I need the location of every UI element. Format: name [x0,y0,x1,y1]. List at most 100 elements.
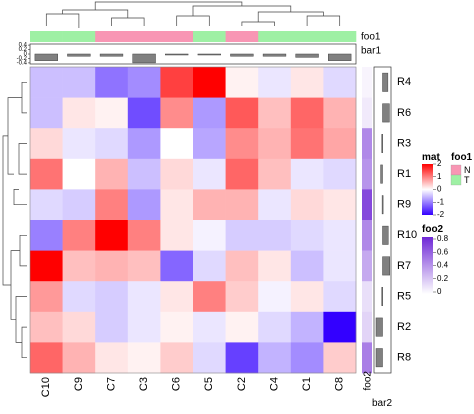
heatmap-cell [258,67,292,98]
column-dendrogram-link [241,21,275,26]
heatmap-cell [127,342,161,374]
heatmap-cell [258,220,292,251]
row-dendrogram-link [2,135,11,286]
column-dendrogram-link [176,15,210,26]
bar2-bar [382,225,389,245]
column-label: C8 [334,377,346,391]
foo2-cell [362,97,372,129]
mat-legend-tick-label: 0 [437,185,442,194]
heatmap-cell [62,158,96,190]
foo1-cell [62,31,96,42]
bar1-bar [262,53,287,57]
heatmap-cell [225,311,259,343]
heatmap-cell [62,250,96,282]
row-label: R4 [397,76,411,88]
bar1-tick-label: 0.2 [19,47,28,53]
column-label: C1 [301,377,313,391]
column-dendrogram-link [192,5,292,16]
heatmap-cell [225,342,259,374]
row-label: R6 [397,107,411,119]
heatmap-cell [160,250,194,282]
bar1-tick-label: 0 [24,52,28,58]
heatmap-cell [323,97,357,129]
heatmap-cell [95,250,129,282]
heatmap-cell [290,158,324,190]
foo2-legend-tick-label: 0.2 [437,274,449,283]
heatmap-cell [62,67,96,98]
heatmap-cell [258,311,292,343]
heatmap-cell [290,97,324,129]
heatmap-cell [62,128,96,160]
heatmap-cell [258,97,292,129]
heatmap-cell [193,281,226,313]
heatmap-cell [30,250,63,282]
heatmap-cell [160,220,194,251]
row-dendrogram [2,81,27,359]
bar2-bar [381,134,383,153]
heatmap-cell [193,97,226,129]
bar2-bar [380,164,383,184]
heatmap-cell [323,189,357,221]
heatmap-cell [30,97,63,129]
heatmap-cell [127,158,161,190]
bar2-axis-label: bar2 [372,398,392,409]
row-label: R8 [397,352,411,364]
heatmap-cell [225,67,259,98]
foo1-cell [30,31,63,42]
heatmap-cell [127,250,161,282]
row-label: R5 [397,290,411,302]
row-dendrogram-link [21,81,27,114]
row-label: R10 [397,229,417,241]
heatmap-cell [30,128,63,160]
mat-legend-tick-label: -2 [437,210,445,219]
heatmap-cell [30,311,63,343]
heatmap-cell [193,158,226,190]
heatmap-cell [193,67,226,98]
row-dendrogram-link [21,326,27,359]
row-label: R1 [397,168,411,180]
foo2-color-bar [422,237,433,294]
foo1-legend-label-t: T [464,175,470,185]
foo2-cell [362,158,372,190]
heatmap-cell [193,128,226,160]
bar1-tick-label: 0.4 [19,43,28,49]
heatmap-cell [323,158,357,190]
heatmap-cell [30,189,63,221]
foo2-annotation-track [362,67,372,374]
row-label: R7 [397,260,411,272]
heatmap-cell [62,220,96,251]
heatmap-body [29,66,357,374]
heatmap-cell [323,67,357,98]
bar2-annotation-track [373,66,392,374]
heatmap-cell [323,342,357,374]
column-dendrogram [45,1,341,28]
heatmap-cell [258,342,292,374]
mat-legend-ticks: 2 1 0 -1 -2 [433,159,445,219]
foo2-legend-tick-label: 0.6 [437,247,449,256]
foo1-cell [95,31,129,42]
column-dendrogram-link [94,1,243,10]
heatmap-cell [193,311,226,343]
column-label: C7 [105,377,117,391]
mat-legend-tick-label: -1 [437,197,445,206]
heatmap-cell [160,189,194,221]
bar2-bar [375,348,383,368]
column-dendrogram-link [257,11,324,22]
bar1-bar [197,53,221,56]
heatmap-cell [160,311,194,343]
heatmap-cell [225,158,259,190]
row-dendrogram-link [19,234,27,267]
mat-color-bar [422,164,433,215]
heatmap-cell [95,220,129,251]
heatmap-border [29,66,357,374]
row-label: R2 [397,321,411,333]
foo1-cell [258,31,292,42]
heatmap-cell [290,342,324,374]
heatmap-cell [193,342,226,374]
bar1-bar [99,53,124,57]
bar1-bar [328,53,352,61]
heatmap-cell [160,128,194,160]
foo2-cell [362,281,372,313]
heatmap-cell [62,281,96,313]
heatmap-cell [95,281,129,313]
